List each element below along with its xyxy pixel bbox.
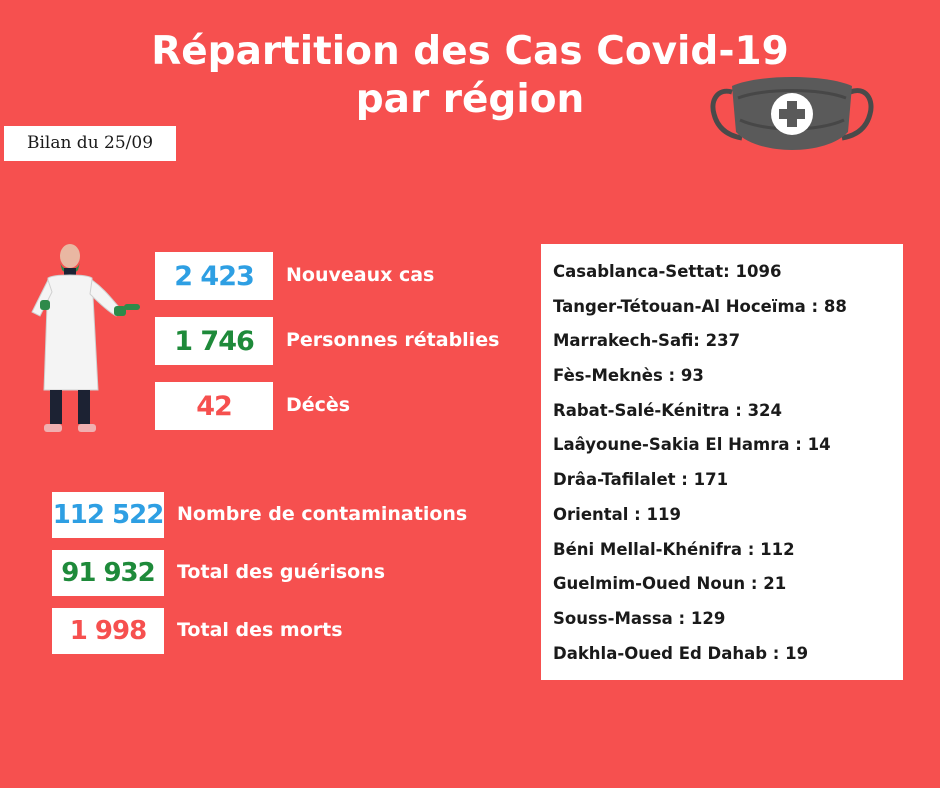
mask-icon bbox=[710, 77, 874, 150]
region-item: Béni Mellal-Khénifra : 112 bbox=[553, 539, 795, 559]
recovered-value: 1 746 bbox=[155, 317, 273, 365]
regions-panel: Casablanca-Settat: 1096 Tanger-Tétouan-A… bbox=[541, 244, 903, 680]
region-item: Drâa-Tafilalet : 171 bbox=[553, 470, 729, 490]
doctor-illustration bbox=[31, 244, 140, 432]
region-item: Guelmim-Oued Noun : 21 bbox=[553, 574, 787, 594]
total-recovered-label: Total des guérisons bbox=[177, 561, 386, 583]
regions-list: Casablanca-Settat: 1096 Tanger-Tétouan-A… bbox=[541, 244, 903, 674]
new-cases-value: 2 423 bbox=[155, 252, 273, 300]
region-item: Laâyoune-Sakia El Hamra : 14 bbox=[553, 435, 831, 455]
region-item: Fès-Meknès : 93 bbox=[553, 366, 704, 386]
region-item: Souss-Massa : 129 bbox=[553, 608, 726, 628]
title-line-2: par région bbox=[355, 77, 585, 122]
total-recovered-value: 91 932 bbox=[52, 550, 164, 596]
region-item: Oriental : 119 bbox=[553, 504, 681, 524]
region-item: Marrakech-Safi: 237 bbox=[553, 331, 741, 351]
region-item: Casablanca-Settat: 1096 bbox=[553, 262, 782, 281]
region-item: Dakhla-Oued Ed Dahab : 19 bbox=[553, 643, 809, 663]
total-cases-label: Nombre de contaminations bbox=[177, 503, 468, 525]
total-deaths-value: 1 998 bbox=[52, 608, 164, 654]
page-title: Répartition des Cas Covid-19 par région bbox=[0, 28, 940, 124]
deaths-value: 42 bbox=[155, 382, 273, 430]
title-line-1: Répartition des Cas Covid-19 bbox=[151, 29, 789, 74]
region-item: Tanger-Tétouan-Al Hoceïma : 88 bbox=[553, 296, 847, 316]
deaths-label: Décès bbox=[286, 394, 351, 416]
total-cases-value: 112 522 bbox=[52, 492, 164, 538]
new-cases-label: Nouveaux cas bbox=[286, 264, 435, 286]
region-item: Rabat-Salé-Kénitra : 324 bbox=[553, 400, 783, 420]
recovered-label: Personnes rétablies bbox=[286, 329, 500, 351]
date-badge: Bilan du 25/09 bbox=[4, 126, 176, 161]
total-deaths-label: Total des morts bbox=[177, 619, 343, 641]
